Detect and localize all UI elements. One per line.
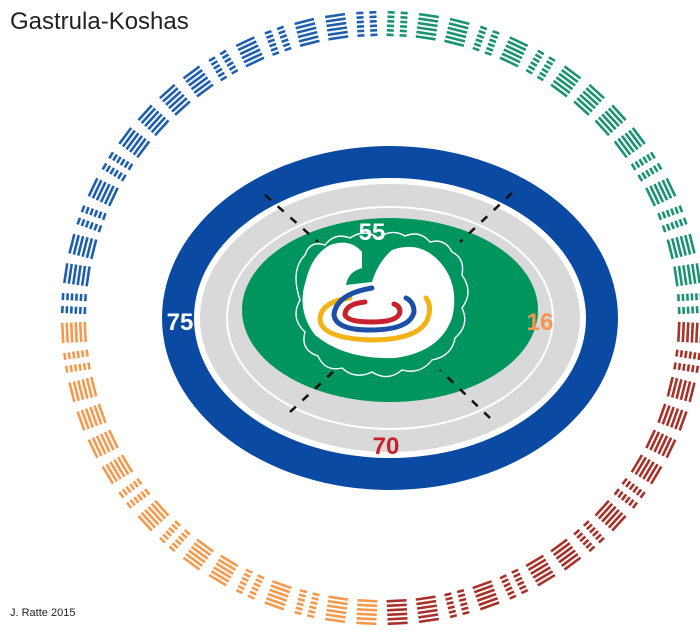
hexagram-49 xyxy=(60,292,87,315)
hexagram-27 xyxy=(525,554,556,587)
hexagram-20 xyxy=(657,403,688,431)
hexagram-22 xyxy=(630,454,663,485)
hexagram-12 xyxy=(645,177,677,207)
label-top: 55 xyxy=(359,219,386,246)
hexagram-24 xyxy=(594,499,627,532)
hexagram-5 xyxy=(499,36,529,68)
diagram-title: Gastrula-Koshas xyxy=(10,8,189,35)
label-left: 75 xyxy=(167,309,194,336)
hexagram-30 xyxy=(444,589,470,619)
hexagram-34 xyxy=(324,595,349,624)
hexagram-33 xyxy=(356,599,378,626)
hexagram-13 xyxy=(657,205,688,233)
hexagram-8 xyxy=(573,83,605,116)
hexagram-4 xyxy=(472,25,500,56)
label-right: 16 xyxy=(527,309,554,336)
hexagram-61 xyxy=(264,25,292,56)
hexagram-21 xyxy=(645,429,677,459)
hexagram-17 xyxy=(677,321,700,344)
hexagram-38 xyxy=(208,554,239,587)
hexagram-35 xyxy=(294,589,320,619)
hexagram-40 xyxy=(159,520,191,553)
dashed-axis-tr xyxy=(459,192,513,243)
dashed-axis-br xyxy=(439,369,491,419)
hexagram-59 xyxy=(208,49,239,82)
label-bottom: 70 xyxy=(373,433,400,460)
hexagram-47 xyxy=(63,349,91,373)
hexagram-60 xyxy=(235,36,265,68)
dashed-axis-bl xyxy=(289,369,336,413)
hexagram-42 xyxy=(118,477,151,509)
hexagram-25 xyxy=(573,520,605,553)
hexagram-19 xyxy=(666,376,696,403)
hexagram-26 xyxy=(550,538,582,571)
hexagram-44 xyxy=(87,429,119,459)
hexagram-7 xyxy=(550,65,582,98)
arc-red xyxy=(342,299,403,325)
hexagram-31 xyxy=(415,595,440,624)
hexagram-23 xyxy=(613,477,646,509)
hexagram-39 xyxy=(182,538,214,571)
hexagram-46 xyxy=(68,376,98,403)
hexagram-16 xyxy=(677,292,700,315)
hexagram-43 xyxy=(101,454,134,485)
hexagram-52 xyxy=(76,205,107,233)
hexagram-51 xyxy=(68,233,98,260)
hexagram-55 xyxy=(118,127,151,159)
arc-blue xyxy=(331,285,417,333)
hexagram-57 xyxy=(159,83,191,116)
hexagram-ring xyxy=(60,10,700,626)
hexagram-36 xyxy=(264,580,292,611)
hexagram-18 xyxy=(673,349,700,373)
hexagram-45 xyxy=(76,403,107,431)
gray-band-line xyxy=(226,206,554,430)
hexagram-3 xyxy=(444,17,470,47)
hexagram-29 xyxy=(472,580,500,611)
hexagram-37 xyxy=(235,568,265,600)
dashed-axis-tl xyxy=(264,194,319,243)
arc-yellow xyxy=(317,295,433,343)
hexagram-10 xyxy=(613,127,646,159)
wavy-membrane xyxy=(295,231,469,378)
hexagram-63 xyxy=(324,12,349,41)
hexagram-6 xyxy=(525,49,556,82)
hexagram-28 xyxy=(499,568,529,600)
hexagram-58 xyxy=(182,65,214,98)
hexagram-9 xyxy=(594,104,627,137)
hexagram-11 xyxy=(630,151,663,182)
credit-text: J. Ratte 2015 xyxy=(10,607,76,619)
hexagram-56 xyxy=(137,104,170,137)
hexagram-1 xyxy=(386,10,408,37)
hexagram-48 xyxy=(60,321,87,344)
hexagram-50 xyxy=(63,263,91,287)
hexagram-15 xyxy=(673,263,700,287)
hexagram-41 xyxy=(137,499,170,532)
hexagram-54 xyxy=(101,151,134,182)
hexagram-62 xyxy=(294,17,320,47)
hexagram-32 xyxy=(386,599,408,626)
hexagram-14 xyxy=(666,233,696,260)
hexagram-53 xyxy=(87,177,119,207)
hexagram-2 xyxy=(415,12,440,41)
hexagram-64 xyxy=(356,10,378,37)
